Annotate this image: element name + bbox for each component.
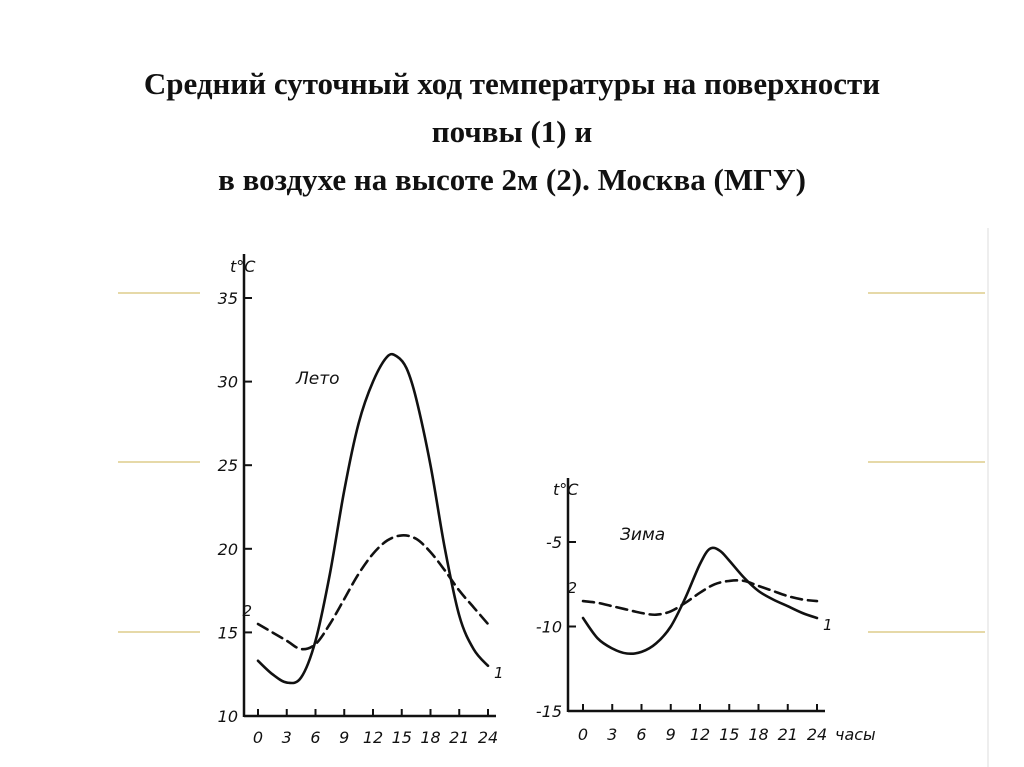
summer-x-tick-label: 12	[363, 728, 383, 747]
summer-series-1-label: 1	[494, 664, 504, 682]
summer-x-tick-label: 24	[478, 728, 498, 747]
summer-series-2-line	[256, 534, 490, 651]
winter-series-1-line	[581, 546, 819, 656]
summer-x-tick-label: 18	[420, 728, 440, 747]
winter-x-tick-label: 21	[778, 725, 798, 744]
winter-y-tick-label: -5	[546, 533, 562, 552]
chart-title: Средний суточный ход температуры на пове…	[0, 60, 1024, 204]
summer-y-tick-label: 10	[218, 707, 238, 726]
summer-x-tick-label: 15	[392, 728, 412, 747]
summer-x-tick-label: 6	[310, 728, 320, 747]
winter-x-tick-label: 18	[748, 725, 768, 744]
winter-series-1-label: 1	[823, 616, 833, 634]
winter-x-tick-label: 15	[719, 725, 739, 744]
summer-x-tick-label: 9	[339, 728, 349, 747]
winter-panel-label: Зима	[620, 525, 665, 545]
summer-series-2-label: 2	[242, 602, 252, 620]
winter-x-tick-label: 24	[807, 725, 827, 744]
winter-y-tick-label: -15	[536, 702, 562, 721]
decor-guides	[118, 292, 985, 633]
summer-y-tick-label: 15	[218, 623, 238, 642]
summer-y-tick-label: 20	[218, 540, 238, 559]
winter-y-axis-label: t°C	[553, 480, 579, 499]
summer-y-tick-label: 25	[218, 456, 238, 475]
winter-series-2-line	[581, 579, 819, 617]
winter-x-tick-label: 6	[636, 725, 646, 744]
winter-series-2-label: 2	[567, 579, 577, 597]
summer-y-axis-label: t°C	[230, 257, 256, 276]
winter-x-tick-label: 3	[607, 725, 617, 744]
winter-x-tick-label: 9	[666, 725, 676, 744]
winter-x-axis-label: часы	[835, 725, 876, 744]
summer-panel-label: Лето	[295, 369, 340, 389]
title-line-3: в воздухе на высоте 2м (2). Москва (МГУ)	[218, 162, 806, 197]
title-line-1: Средний суточный ход температуры на пове…	[143, 66, 881, 101]
winter-x-tick-label: 12	[690, 725, 710, 744]
winter-x-tick-label: 0	[578, 725, 588, 744]
winter-y-tick-label: -10	[536, 618, 562, 637]
summer-x-tick-label: 3	[282, 728, 292, 747]
title-line-2: почвы (1) и	[431, 114, 593, 149]
summer-y-tick-label: 30	[218, 373, 238, 392]
summer-x-tick-label: 21	[449, 728, 469, 747]
summer-series-1-line	[256, 352, 490, 685]
summer-x-tick-label: 0	[253, 728, 263, 747]
summer-y-tick-label: 35	[218, 289, 238, 308]
